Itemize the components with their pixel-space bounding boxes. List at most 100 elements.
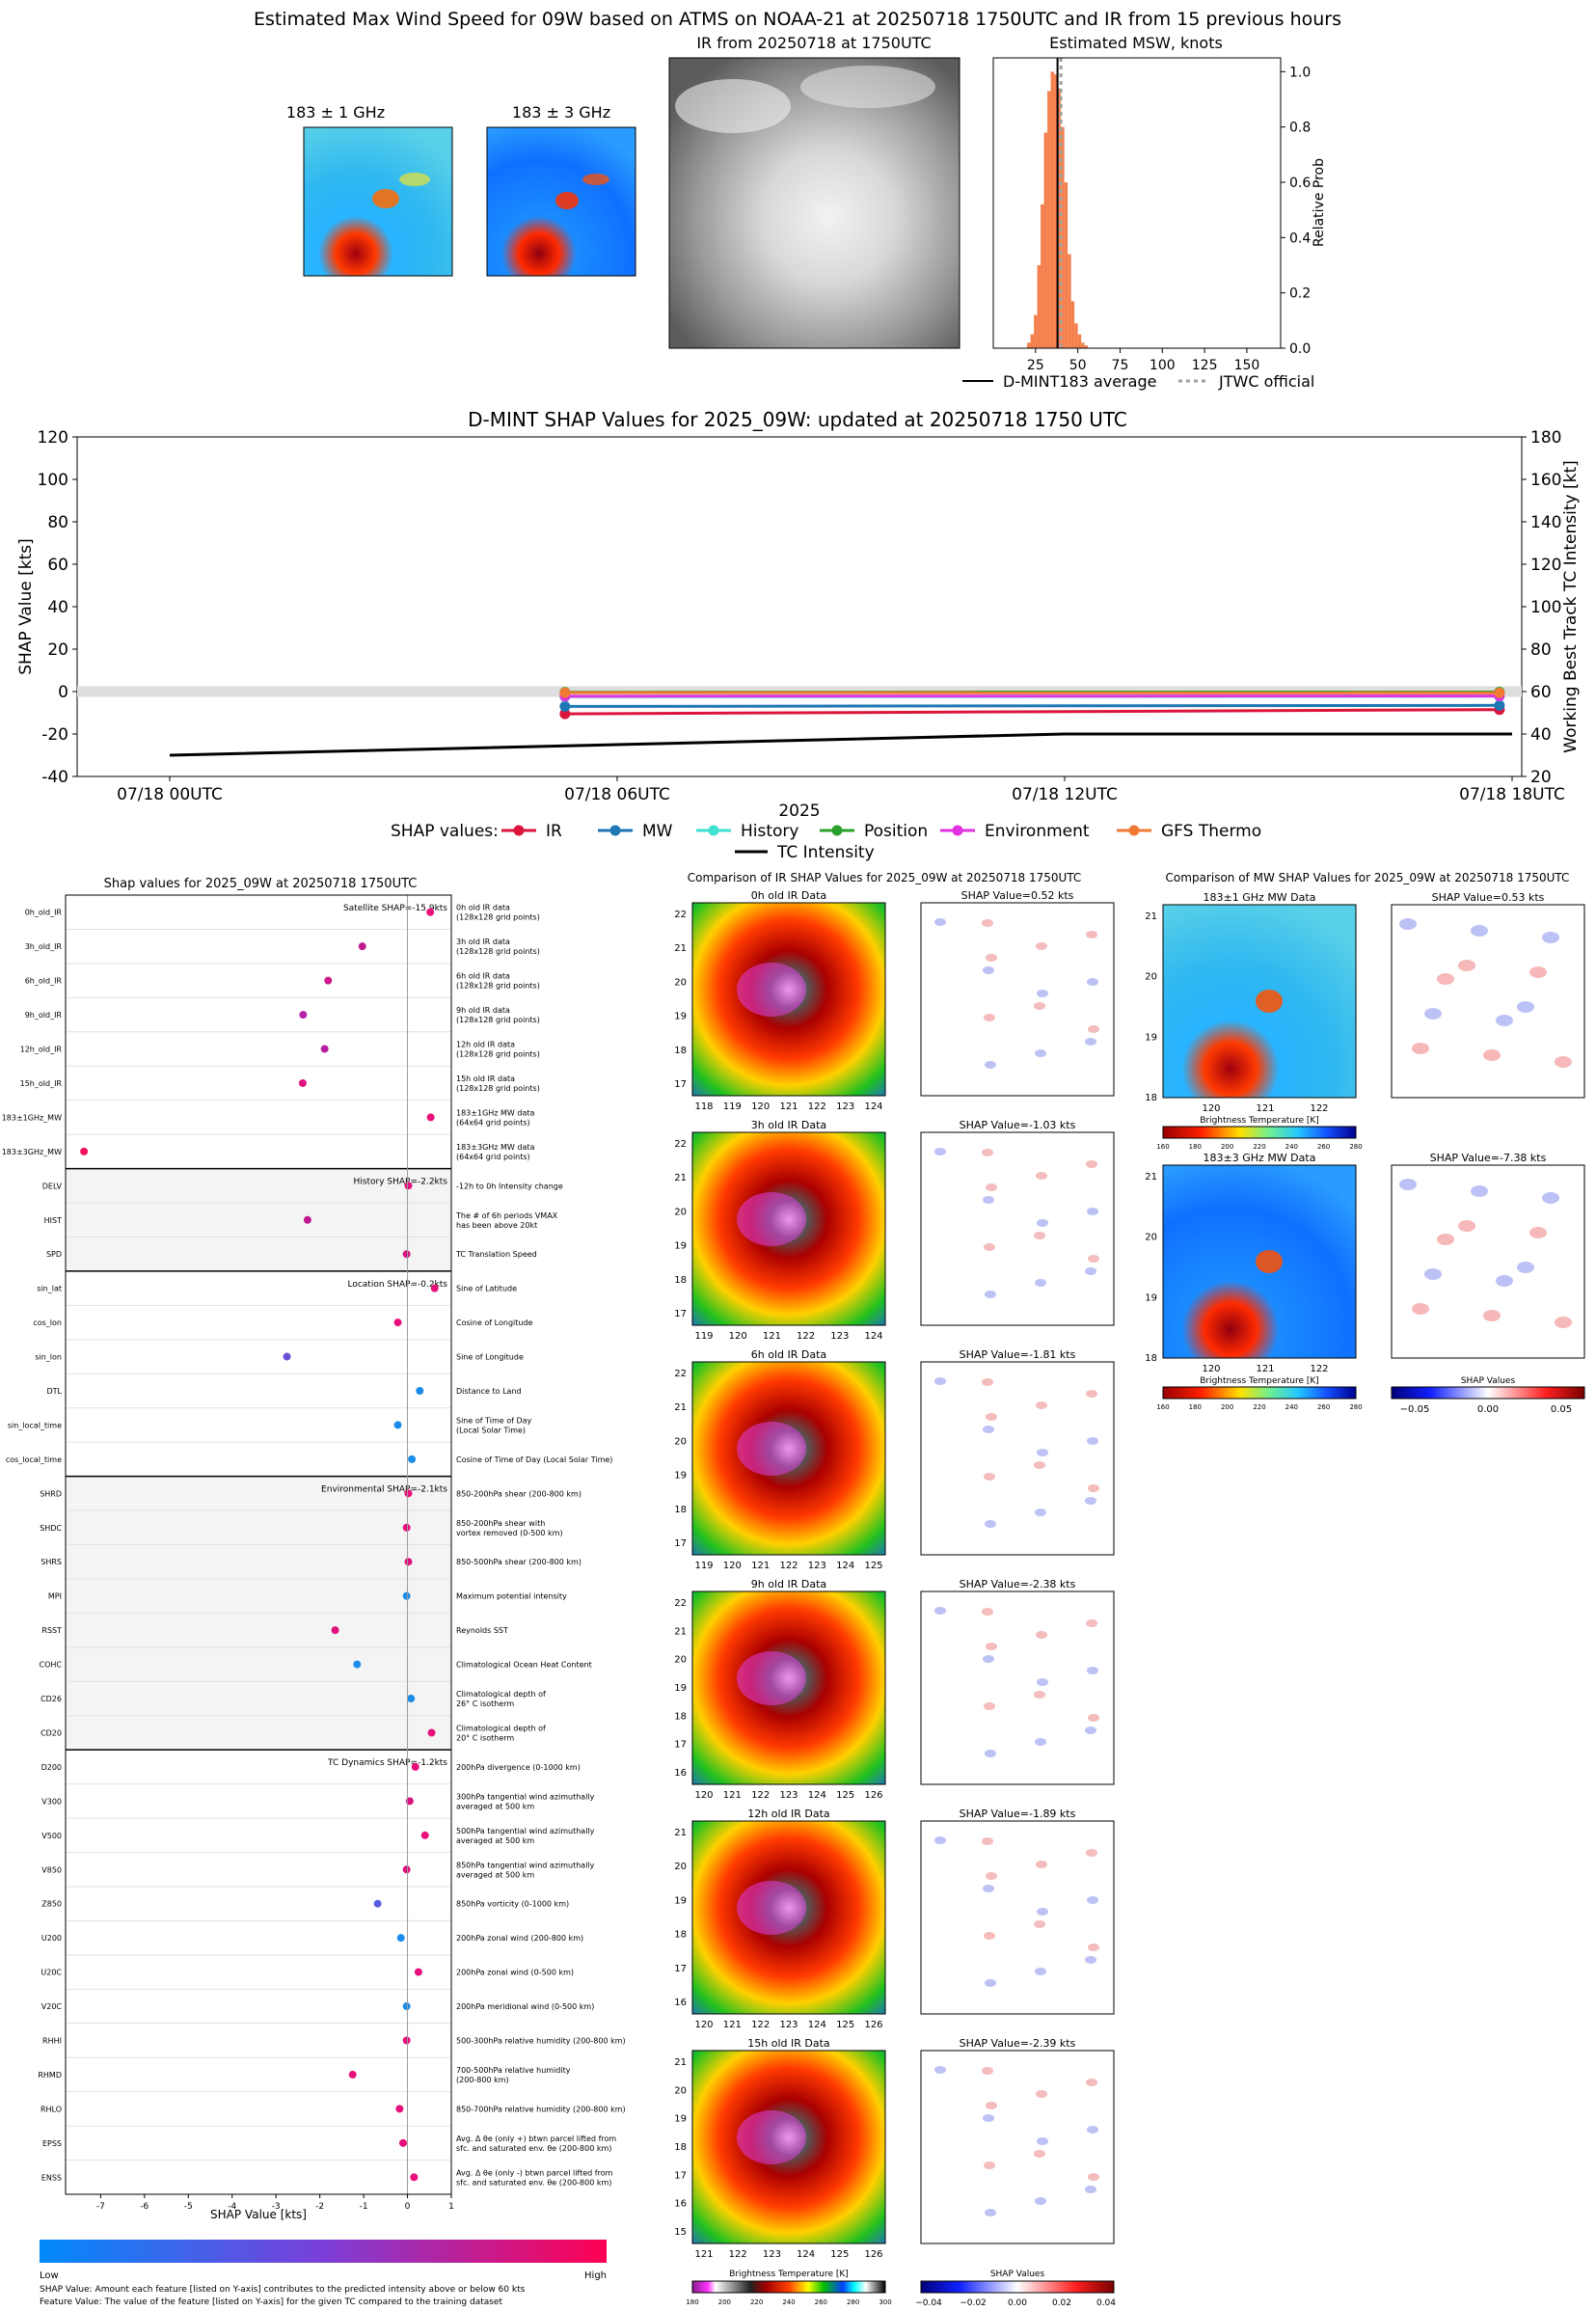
mw-colorbar-tick: 200 <box>1221 1403 1233 1411</box>
ir-colorbar-tick: 300 <box>879 2298 891 2306</box>
ir-comparison: Comparison of IR SHAP Values for 2025_09… <box>674 871 1116 2308</box>
ir-shap-blob <box>934 1607 946 1615</box>
ir-shap-colorbar-tick: 0.00 <box>1008 2298 1027 2308</box>
mw-183-1-panel: 183 ± 1 GHz <box>286 103 453 277</box>
hist-xtick-label: 25 <box>1027 358 1044 373</box>
feature-description: 6h old IR data <box>456 972 510 981</box>
ir-ytick-label: 16 <box>674 1998 687 2008</box>
ir-shap-blob <box>982 1149 993 1156</box>
legend-dmint-label: D-MINT183 average <box>1003 372 1156 391</box>
ir-shap-blob <box>982 1608 993 1616</box>
mw-ytick-label: 19 <box>1145 1292 1157 1303</box>
feature-colorbar <box>40 2240 607 2263</box>
ir-ytick-label: 19 <box>674 1683 687 1694</box>
mw-colorbar-tick: 160 <box>1156 1403 1169 1411</box>
ts-y2tick-label: 60 <box>1530 683 1552 702</box>
mw-shap-blob <box>1529 966 1547 978</box>
ir-shap-blob <box>1035 1279 1046 1287</box>
feature-description: 0h old IR data <box>456 904 510 912</box>
mw-colorbar <box>1162 1126 1357 1139</box>
ir-shap-blob <box>1036 1401 1047 1409</box>
mw-colorbar-tick: 280 <box>1349 1403 1362 1411</box>
msw-histogram-frame <box>992 57 1282 349</box>
ir-xtick-label: 121 <box>763 1331 781 1342</box>
ir-shap-blob <box>934 2066 946 2074</box>
feature-name: sin_lon <box>35 1353 62 1362</box>
feature-shap-point <box>420 1831 429 1839</box>
feature-name: 9h_old_IR <box>25 1011 63 1020</box>
ir-xtick-label: 119 <box>723 1101 742 1112</box>
ir-shap-blob <box>1036 1172 1047 1180</box>
feature-name: CD20 <box>41 1728 62 1737</box>
feature-description: (64x64 grid points) <box>456 1118 530 1127</box>
feature-shap-point <box>427 1728 436 1737</box>
ir-xtick-label: 122 <box>797 1331 815 1342</box>
group-shap-label: Environmental SHAP=-2.1kts <box>321 1485 447 1495</box>
ir-xtick-label: 121 <box>779 1101 798 1112</box>
legend-series-label: History <box>741 822 798 841</box>
ir-ytick-label: 16 <box>674 2199 687 2210</box>
mw-data-title: 183±1 GHz MW Data <box>1204 891 1316 904</box>
ir-xtick-label: 124 <box>797 2249 815 2260</box>
mw-ytick-label: 21 <box>1145 911 1157 922</box>
ir-cold-core <box>737 1192 806 1246</box>
feature-name: RSST <box>41 1626 62 1635</box>
ir-shap-title: SHAP Value=-1.81 kts <box>960 1348 1076 1361</box>
mw-xtick-label: 121 <box>1256 1364 1274 1374</box>
ir-data-title: 6h old IR Data <box>751 1348 826 1361</box>
feature-description: averaged at 500 km <box>456 1870 534 1879</box>
ts-y2tick-label: 160 <box>1530 471 1561 490</box>
ir-shap-blob <box>1088 1025 1099 1033</box>
hist-ytick-label: 0.6 <box>1289 176 1311 191</box>
ir-shap-blob <box>1086 2079 1097 2086</box>
feature-name: cos_lon <box>33 1319 62 1327</box>
ir-shap-blob <box>1088 1484 1099 1492</box>
ir-ytick-label: 17 <box>674 1740 687 1751</box>
ir-shap-blob <box>1034 2150 1045 2158</box>
ir-data-title: 12h old IR Data <box>747 1808 829 1820</box>
ir-xtick-label: 126 <box>864 1790 882 1801</box>
ts-ytick-label: -40 <box>41 768 68 787</box>
ir-data-title: 9h old IR Data <box>751 1578 826 1591</box>
ir-ytick-label: 22 <box>674 1598 687 1609</box>
feature-shap-point <box>410 2173 419 2182</box>
mw-warm-core <box>1256 990 1283 1013</box>
ir-ytick-label: 19 <box>674 1012 687 1022</box>
ir-shap-blob <box>983 966 994 974</box>
feature-shap-point <box>80 1147 89 1156</box>
ir-shap-blob <box>1035 1738 1046 1746</box>
feature-name: DELV <box>42 1182 63 1190</box>
mw-shap-blob <box>1555 1056 1572 1068</box>
feature-chart-title: Shap values for 2025_09W at 20250718 175… <box>104 877 418 891</box>
ir-cold-core <box>737 2110 806 2164</box>
footnote-feature: Feature Value: The value of the feature … <box>40 2297 502 2307</box>
ir-shap-blob <box>1035 1049 1046 1057</box>
ir-colorbar-tick: 200 <box>718 2298 731 2306</box>
mw-183-1-band <box>399 173 430 186</box>
ir-shap-blob <box>1034 1691 1045 1699</box>
feature-colorbar-low: Low <box>40 2270 59 2281</box>
feature-shap-point <box>299 1011 308 1020</box>
feature-description: 26° C isotherm <box>456 1699 514 1708</box>
ir-ytick-label: 19 <box>674 1895 687 1906</box>
mw-xtick-label: 120 <box>1202 1364 1220 1374</box>
hist-ytick-label: 0.0 <box>1289 341 1311 357</box>
ir-shap-colorbar-tick: −0.02 <box>960 2298 987 2308</box>
feature-description: 183±3GHz MW data <box>456 1143 534 1152</box>
ir-shap-blob <box>1086 1619 1097 1627</box>
ir-panel-5: 15h old IR Data 21 20 19 18 17 16 15 121 122 123 12… <box>674 2037 1115 2260</box>
mw-colorbar-label: Brightness Temperature [K] <box>1200 1376 1319 1386</box>
mw-shap-blob <box>1483 1049 1501 1061</box>
histogram-bar <box>1077 334 1082 348</box>
ts-y2tick-label: 80 <box>1530 640 1552 660</box>
feature-shap-point <box>396 1934 405 1943</box>
ir-shap-blob <box>986 954 997 962</box>
feature-description: (128x128 grid points) <box>456 1084 540 1093</box>
ir-xtick-label: 120 <box>723 1561 742 1571</box>
mw-colorbar-tick: 240 <box>1285 1403 1298 1411</box>
ir-shap-blob <box>934 918 946 926</box>
feature-name: 0h_old_IR <box>25 909 63 917</box>
feature-name: EPSS <box>42 2139 62 2148</box>
histogram-bar <box>1068 254 1071 348</box>
mw-shap-blob <box>1437 1234 1454 1245</box>
